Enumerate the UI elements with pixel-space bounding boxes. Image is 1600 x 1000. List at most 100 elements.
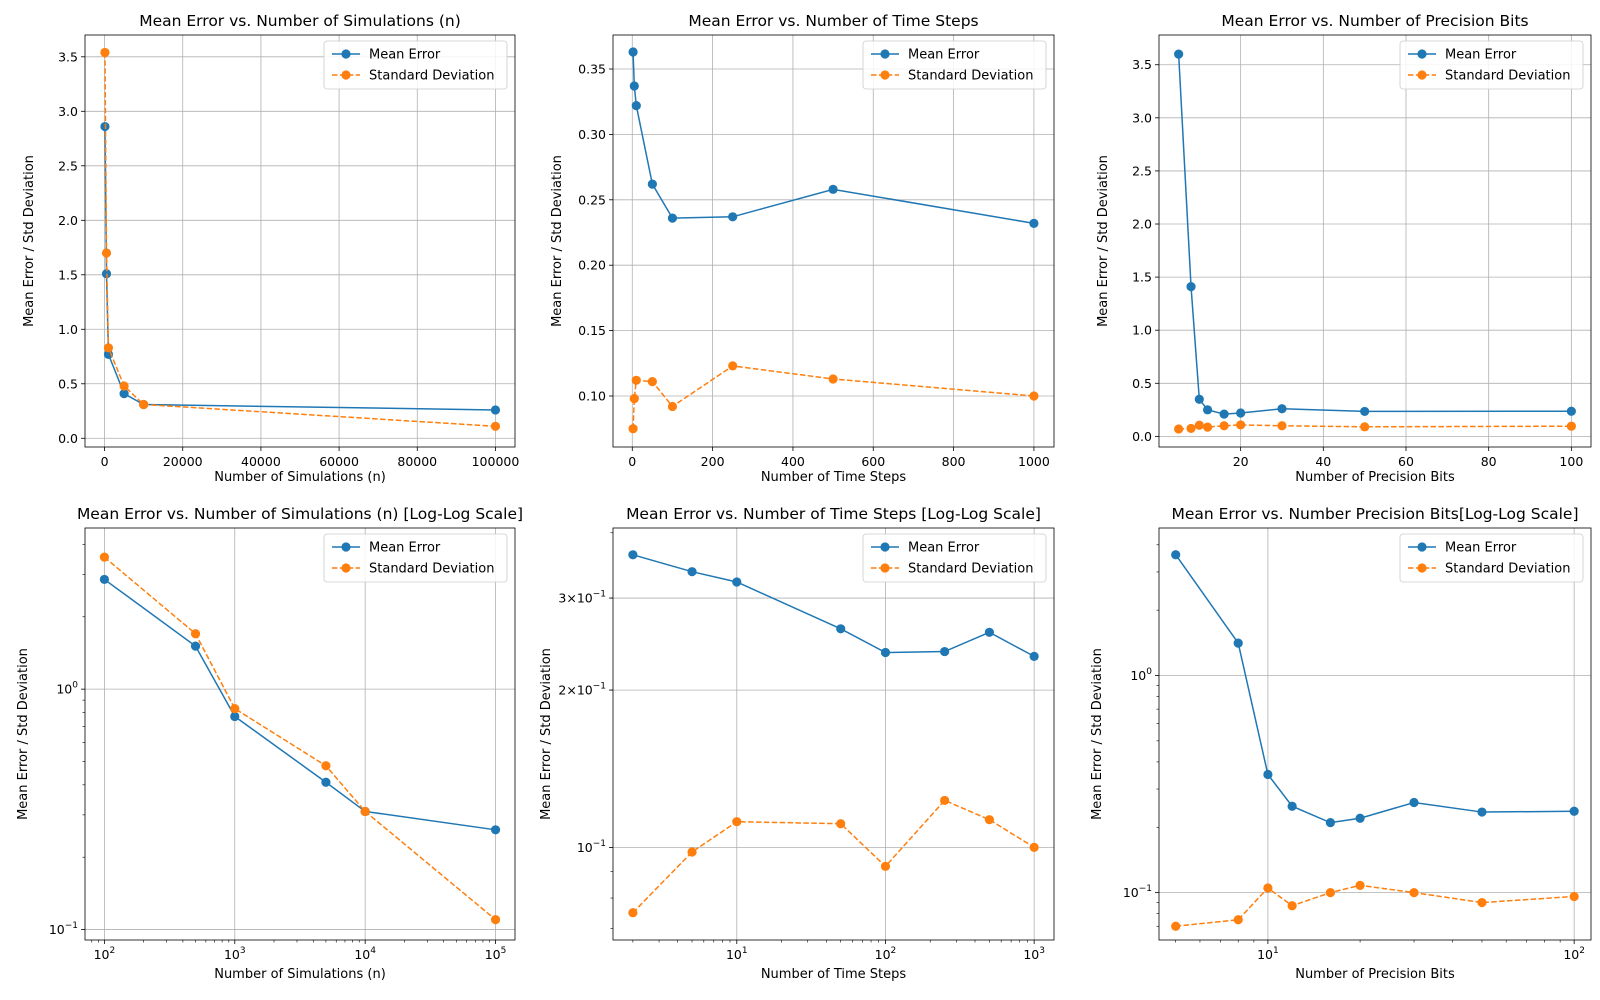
x-tick-label: 0 <box>101 454 109 469</box>
std-deviation-point <box>1233 915 1243 925</box>
legend-std-deviation-label: Standard Deviation <box>908 562 1033 577</box>
std-deviation-point <box>1029 842 1039 853</box>
std-deviation-point <box>631 375 641 385</box>
std-deviation-point <box>119 381 129 391</box>
std-deviation-point <box>728 361 738 371</box>
x-tick-label: 1000 <box>1018 454 1050 469</box>
legend-std-deviation-label: Standard Deviation <box>1445 69 1570 84</box>
subplot-6: 101 102 10−1 100 Mean Error vs. Number Preci… <box>1090 505 1592 982</box>
std-deviation-point <box>230 704 240 714</box>
mean-error-point <box>1263 769 1273 780</box>
x-tick-label: 600 <box>861 454 885 469</box>
std-deviation-point <box>103 343 114 353</box>
y-tick-label: 0.0 <box>58 431 78 446</box>
y-tick-label: 0.0 <box>1132 429 1152 444</box>
x-tick-label: 0 <box>628 454 636 469</box>
mean-error-point <box>647 179 657 189</box>
mean-error-point <box>103 349 114 359</box>
subplot-title: Mean Error vs. Number of Precision Bits <box>1221 12 1528 30</box>
x-tick-label: 20000 <box>163 454 203 469</box>
mean-error-point <box>230 711 240 722</box>
std-deviation-line <box>632 799 1035 914</box>
x-tick-label: 60 <box>1398 454 1414 469</box>
subplot-title: Mean Error vs. Number of Time Steps <box>688 12 978 30</box>
mean-error-point <box>1219 409 1229 419</box>
x-tick-label: 800 <box>942 454 966 469</box>
legend-mean-error-label: Mean Error <box>1445 541 1517 556</box>
legend: Mean Error Standard Deviation <box>1399 40 1584 90</box>
std-deviation-point <box>139 399 149 410</box>
std-deviation-point <box>667 401 678 412</box>
mean-error-point <box>728 212 738 222</box>
std-deviation-point <box>321 761 331 771</box>
std-deviation-point <box>628 424 638 434</box>
subplot-3: 20 40 60 80 100 0.0 0.5 1.0 1.5 2.0 2.5 3.0 3.5 Mean … <box>1096 12 1592 485</box>
std-deviation-point <box>1174 424 1184 434</box>
x-tick-label: 60000 <box>319 454 359 469</box>
mean-error-point <box>880 647 891 658</box>
y-axis-label: Mean Error / Std Deviation <box>22 155 37 327</box>
mean-error-point <box>984 627 994 637</box>
y-tick-label: 2.5 <box>58 158 78 173</box>
plot-frame <box>84 527 516 941</box>
y-axis-label: Mean Error / Std Deviation <box>1096 155 1111 327</box>
std-deviation-point <box>1219 421 1229 431</box>
mean-error-line <box>1175 554 1575 824</box>
subplot-title: Mean Error vs. Number of Time Steps [Log… <box>626 505 1041 523</box>
std-deviation-point <box>629 394 639 404</box>
legend-std-deviation-marker <box>341 70 351 80</box>
legend-box <box>323 40 508 90</box>
y-tick-label: 1.5 <box>1132 270 1152 285</box>
mean-error-point <box>99 574 109 585</box>
mean-error-point <box>490 405 501 415</box>
legend-std-deviation-marker <box>1417 563 1427 573</box>
y-tick-label: 1.0 <box>1132 323 1152 338</box>
x-tick-label: 80000 <box>397 454 437 469</box>
std-deviation-line <box>1178 424 1572 430</box>
x-axis-label: Number of Simulations (n) <box>214 470 386 485</box>
subplot-title: Mean Error vs. Number of Simulations (n)… <box>77 505 523 523</box>
x-tick-label: 40000 <box>241 454 281 469</box>
mean-error-point <box>628 550 638 560</box>
std-deviation-point <box>647 377 657 387</box>
legend: Mean Error Standard Deviation <box>323 40 508 90</box>
x-tick-label: 103 <box>1023 946 1045 962</box>
mean-error-point <box>1566 406 1576 416</box>
mean-error-point <box>1477 807 1487 817</box>
std-deviation-point <box>880 861 891 871</box>
y-tick-label: 1.0 <box>58 322 78 337</box>
std-deviation-point <box>1236 420 1246 430</box>
legend-mean-error-marker <box>1417 49 1427 59</box>
y-tick-label: 3.0 <box>1132 110 1152 125</box>
legend-box <box>1399 533 1584 583</box>
legend-box <box>323 533 508 583</box>
x-tick-label: 400 <box>781 454 805 469</box>
legend-box <box>862 40 1047 90</box>
legend-std-deviation-marker <box>1417 70 1427 80</box>
mean-error-point <box>1360 406 1370 417</box>
legend-mean-error-label: Mean Error <box>908 541 980 556</box>
mean-error-point <box>1569 806 1579 816</box>
std-deviation-point <box>99 552 109 562</box>
x-tick-label: 100000 <box>472 454 520 469</box>
legend: Mean Error Standard Deviation <box>323 533 508 583</box>
y-tick-label: 3.0 <box>58 104 78 119</box>
mean-error-point <box>1202 405 1213 415</box>
y-tick-label: 0.10 <box>578 388 606 403</box>
legend-std-deviation-label: Standard Deviation <box>369 562 494 577</box>
y-tick-label: 10−1 <box>49 921 78 937</box>
mean-error-point <box>119 388 129 399</box>
subplot-5: 101 102 103 10−1 2×10−1 3×10−1 Mean Error vs. … <box>539 505 1055 982</box>
std-deviation-point <box>1325 888 1336 898</box>
subplot-title: Mean Error vs. Number of Simulations (n) <box>139 12 461 30</box>
x-tick-label: 102 <box>94 946 116 962</box>
std-deviation-point <box>490 915 501 925</box>
y-tick-label: 0.30 <box>578 127 606 142</box>
std-deviation-point <box>1277 421 1287 431</box>
y-tick-label: 2.0 <box>58 213 78 228</box>
legend-mean-error-label: Mean Error <box>1445 48 1517 63</box>
x-axis-label: Number of Time Steps <box>761 470 907 485</box>
std-deviation-point <box>360 806 370 817</box>
std-deviation-point <box>190 629 201 639</box>
